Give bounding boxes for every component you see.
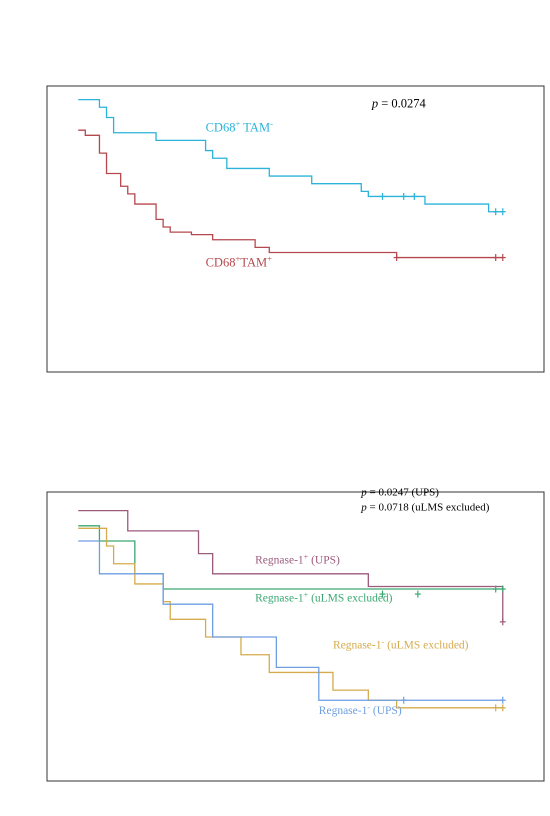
series-label: Regnase-1- (uLMS excluded) bbox=[333, 637, 469, 652]
series-label: Regnase-1+ (UPS) bbox=[255, 552, 340, 567]
km-series-2 bbox=[78, 527, 506, 712]
km-chart-cd68: CD68+ TAM- CD68+TAM+ p = 0.0274 bbox=[46, 85, 545, 373]
km-step-line bbox=[78, 527, 503, 709]
p-value-annotation: p = 0.0718 (uLMS excluded) bbox=[360, 502, 489, 514]
km-series-0 bbox=[78, 509, 506, 626]
series-label: CD68+ TAM- bbox=[206, 118, 274, 134]
panel-c-km-chart: Regnase-1+ (UPS) Regnase-1+ (uLMS exclude… bbox=[0, 420, 550, 816]
series-label: Regnase-1- (UPS) bbox=[319, 703, 402, 718]
series-label: Regnase-1+ (uLMS excluded) bbox=[255, 590, 393, 605]
km-step-line bbox=[78, 98, 503, 213]
km-series-3 bbox=[78, 540, 506, 704]
km-step-line bbox=[78, 509, 504, 622]
series-label: CD68+TAM+ bbox=[206, 253, 273, 269]
km-chart-regnase1: Regnase-1+ (UPS) Regnase-1+ (uLMS exclude… bbox=[46, 486, 545, 782]
p-value-annotation: p = 0.0247 (UPS) bbox=[360, 486, 439, 498]
panel-b-km-chart: CD68+ TAM- CD68+TAM+ p = 0.0274 bbox=[46, 85, 545, 373]
km-step-line bbox=[78, 129, 503, 259]
plot-frame bbox=[46, 491, 545, 782]
p-value-annotation: p = 0.0274 bbox=[371, 96, 427, 110]
km-step-line bbox=[78, 540, 503, 701]
km-series-0 bbox=[78, 98, 506, 216]
plot-frame bbox=[46, 85, 545, 373]
km-series-1 bbox=[78, 129, 506, 262]
